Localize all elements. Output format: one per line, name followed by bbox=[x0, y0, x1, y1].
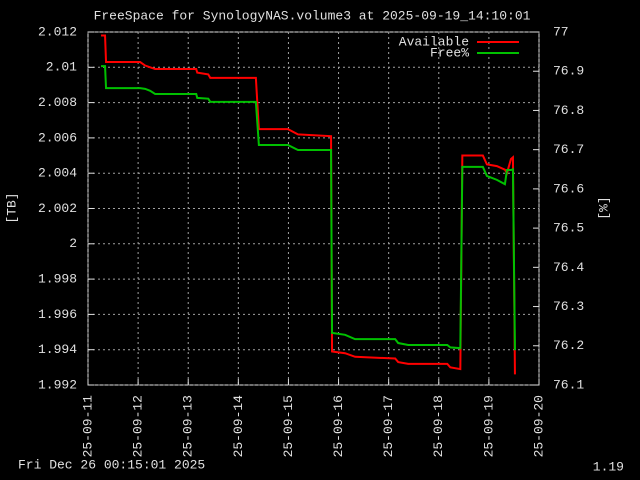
y2-tick-label: 76.9 bbox=[553, 64, 584, 79]
y-tick-label: 1.992 bbox=[38, 377, 77, 392]
y2-tick-label: 76.5 bbox=[553, 221, 584, 236]
x-tick-label: 25-09-16 bbox=[331, 395, 346, 457]
footer-version: 1.19 bbox=[593, 459, 624, 474]
y2-tick-label: 77 bbox=[553, 24, 569, 39]
y-tick-label: 2 bbox=[69, 236, 77, 251]
x-tick-label: 25-09-13 bbox=[181, 395, 196, 457]
y2-tick-label: 76.2 bbox=[553, 338, 584, 353]
x-tick-label: 25-09-19 bbox=[481, 395, 496, 457]
chart-title: FreeSpace for SynologyNAS.volume3 at 202… bbox=[94, 8, 531, 23]
x-tick-label: 25-09-15 bbox=[281, 395, 296, 457]
x-tick-label: 25-09-14 bbox=[231, 395, 246, 458]
legend-label: Free% bbox=[430, 45, 469, 60]
series-line bbox=[101, 34, 516, 375]
y-tick-label: 1.994 bbox=[38, 342, 77, 357]
y2-tick-label: 76.7 bbox=[553, 142, 584, 157]
y-tick-label: 2.008 bbox=[38, 95, 77, 110]
y2-tick-label: 76.1 bbox=[553, 377, 584, 392]
y-tick-label: 1.996 bbox=[38, 307, 77, 322]
series-line bbox=[101, 65, 516, 351]
y-tick-label: 2.01 bbox=[46, 60, 77, 75]
x-tick-label: 25-09-11 bbox=[80, 395, 95, 458]
y-tick-label: 2.004 bbox=[38, 166, 77, 181]
y2-tick-label: 76.8 bbox=[553, 103, 584, 118]
x-tick-label: 25-09-17 bbox=[381, 395, 396, 457]
x-tick-label: 25-09-18 bbox=[431, 395, 446, 457]
footer-date: Fri Dec 26 00:15:01 2025 bbox=[18, 457, 205, 472]
y-tick-label: 2.006 bbox=[38, 130, 77, 145]
y2-tick-label: 76.6 bbox=[553, 181, 584, 196]
y2-tick-label: 76.3 bbox=[553, 299, 584, 314]
y-tick-label: 2.002 bbox=[38, 201, 77, 216]
legend-label: Available bbox=[399, 34, 469, 49]
x-tick-label: 25-09-12 bbox=[131, 395, 146, 457]
x-tick-label: 25-09-20 bbox=[531, 395, 546, 457]
y-axis-label: [TB] bbox=[4, 192, 19, 223]
y-tick-label: 2.012 bbox=[38, 24, 77, 39]
y2-tick-label: 76.4 bbox=[553, 260, 584, 275]
y2-axis-label: [%] bbox=[596, 196, 611, 219]
y-tick-label: 1.998 bbox=[38, 272, 77, 287]
